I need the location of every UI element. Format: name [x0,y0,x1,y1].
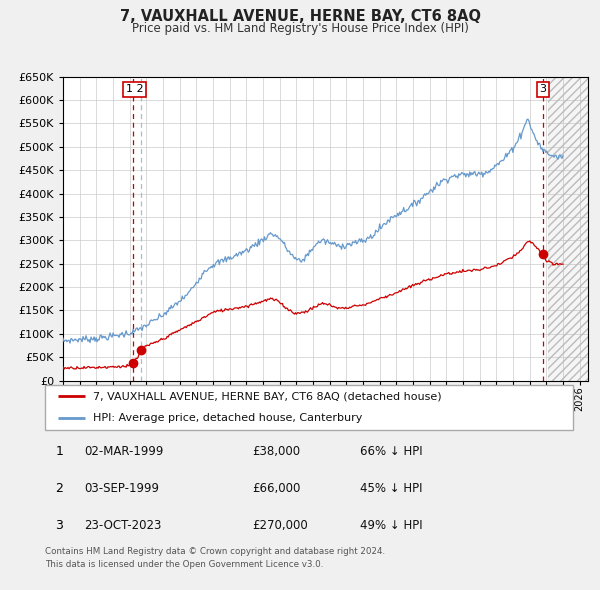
Text: 02-MAR-1999: 02-MAR-1999 [85,444,164,458]
Text: HPI: Average price, detached house, Canterbury: HPI: Average price, detached house, Cant… [92,414,362,424]
FancyBboxPatch shape [45,385,573,430]
Text: Price paid vs. HM Land Registry's House Price Index (HPI): Price paid vs. HM Land Registry's House … [131,22,469,35]
Text: 1: 1 [55,444,64,458]
Text: 3: 3 [539,84,547,94]
Text: 2: 2 [55,481,64,495]
Text: £66,000: £66,000 [252,481,301,495]
Text: 45% ↓ HPI: 45% ↓ HPI [360,481,422,495]
Text: 7, VAUXHALL AVENUE, HERNE BAY, CT6 8AQ (detached house): 7, VAUXHALL AVENUE, HERNE BAY, CT6 8AQ (… [92,391,441,401]
Bar [548,77,588,381]
Text: 7, VAUXHALL AVENUE, HERNE BAY, CT6 8AQ: 7, VAUXHALL AVENUE, HERNE BAY, CT6 8AQ [119,9,481,24]
Text: 03-SEP-1999: 03-SEP-1999 [85,481,160,495]
Text: 23-OCT-2023: 23-OCT-2023 [85,519,162,532]
Text: £270,000: £270,000 [252,519,308,532]
Text: Contains HM Land Registry data © Crown copyright and database right 2024.: Contains HM Land Registry data © Crown c… [45,547,385,556]
Text: 49% ↓ HPI: 49% ↓ HPI [360,519,422,532]
Text: This data is licensed under the Open Government Licence v3.0.: This data is licensed under the Open Gov… [45,560,323,569]
Text: 3: 3 [55,519,64,532]
Text: 1 2: 1 2 [126,84,143,94]
Bar [548,77,588,381]
Text: £38,000: £38,000 [252,444,300,458]
Text: 66% ↓ HPI: 66% ↓ HPI [360,444,422,458]
